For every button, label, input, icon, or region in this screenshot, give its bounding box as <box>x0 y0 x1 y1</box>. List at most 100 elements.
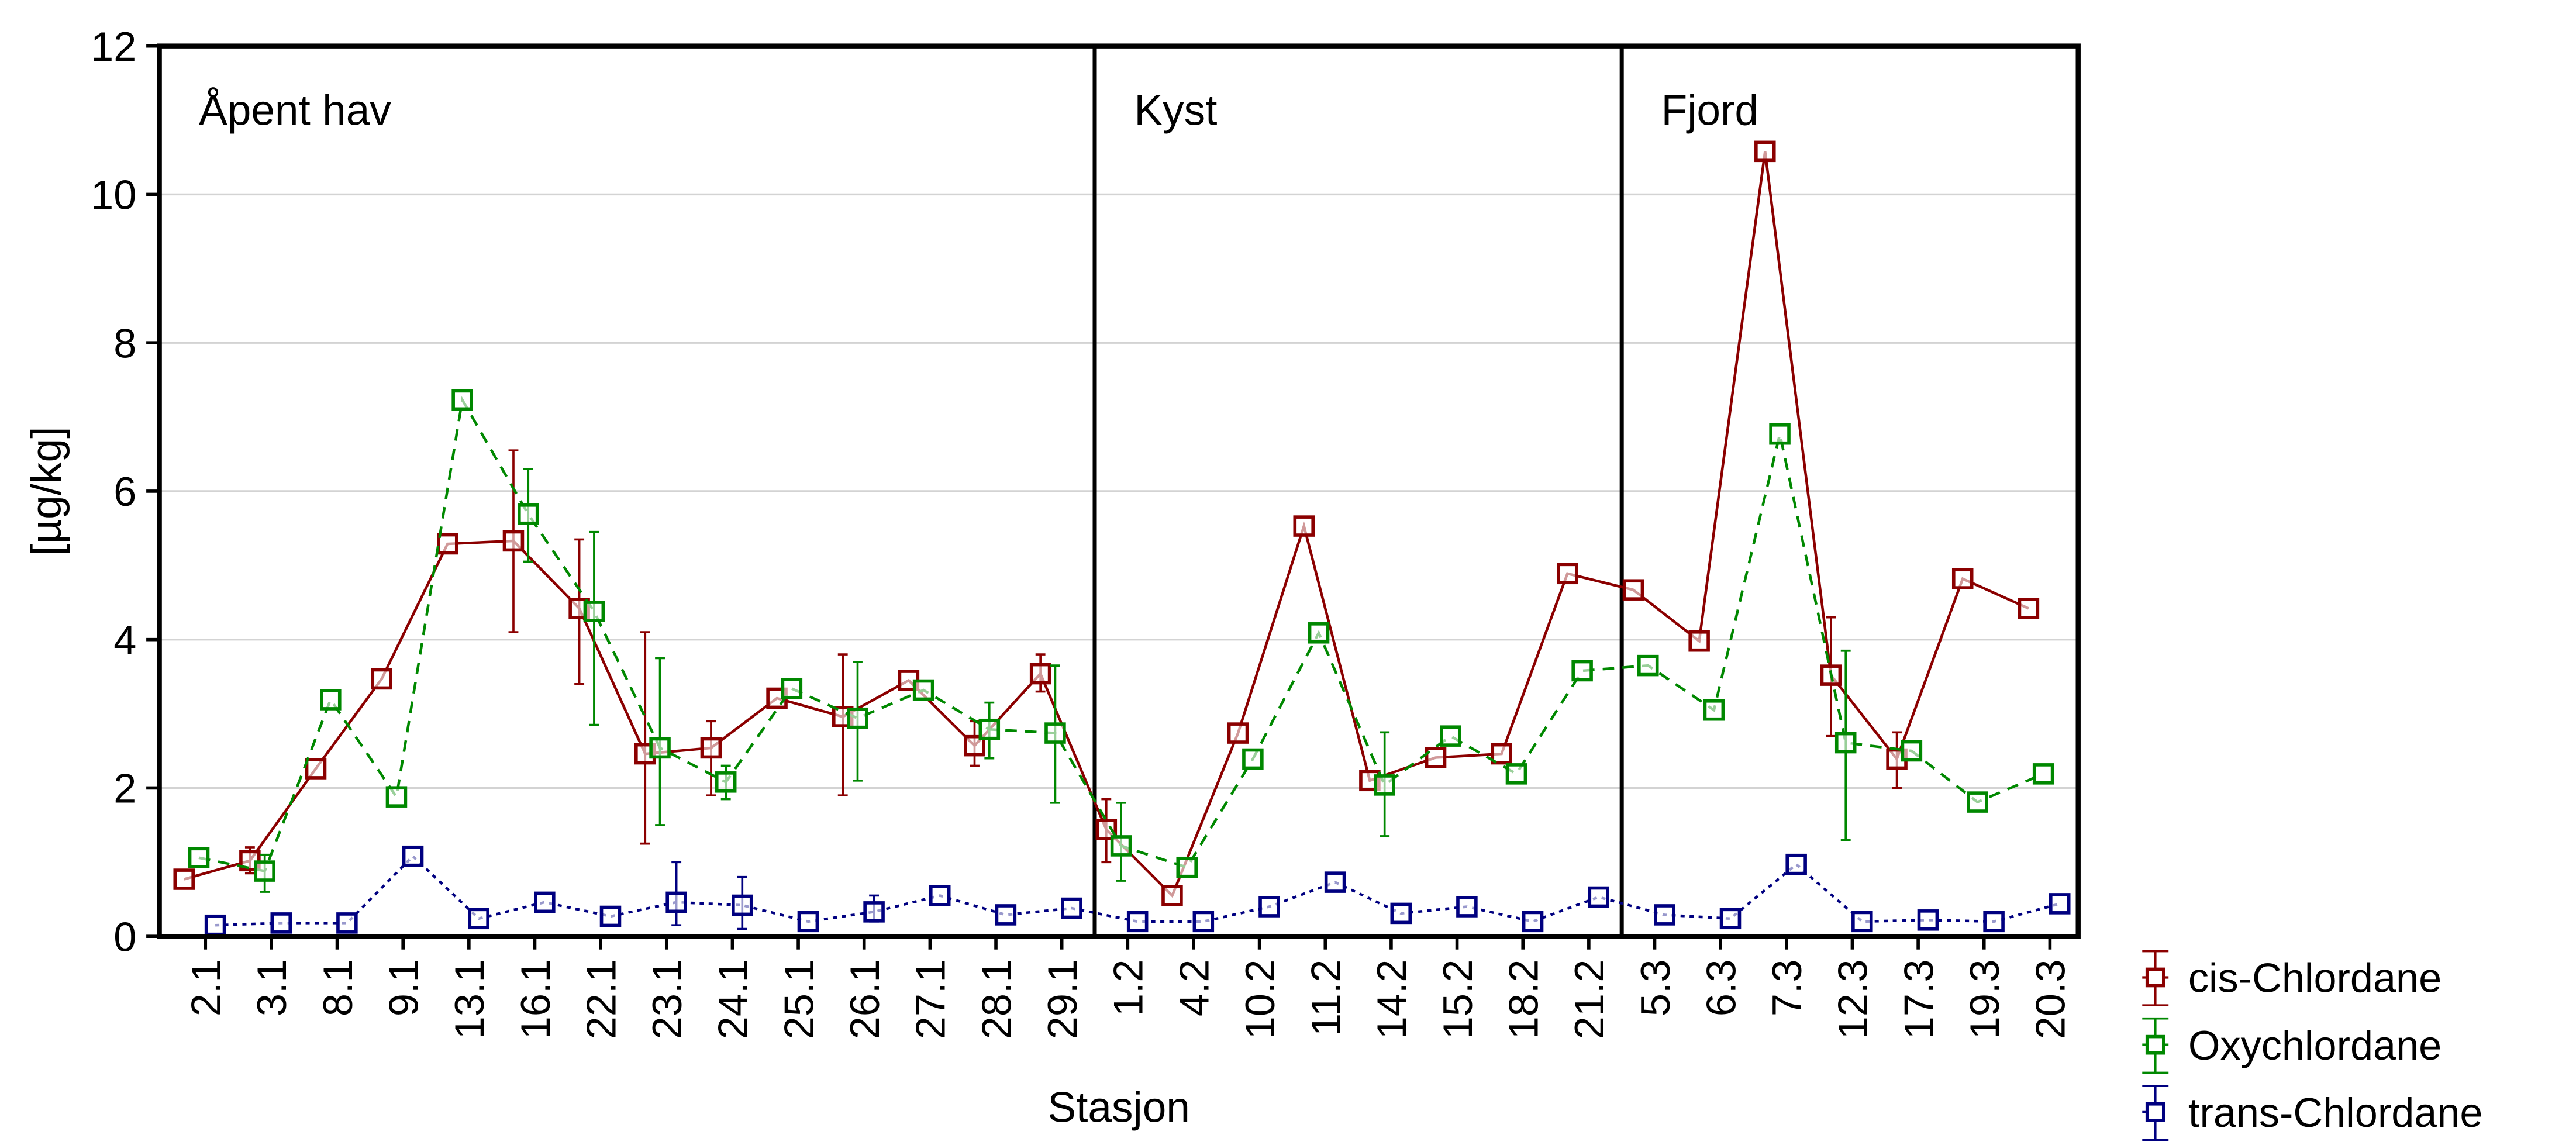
series-line <box>184 151 2029 898</box>
panel-label: Fjord <box>1661 87 1758 134</box>
series-line <box>198 396 2044 873</box>
data-point <box>1719 908 1742 930</box>
x-tick-label: 12.3 <box>1830 960 1876 1040</box>
data-point <box>700 737 722 759</box>
data-point <box>1176 856 1198 878</box>
gridlines <box>159 193 2078 789</box>
data-point <box>665 891 687 913</box>
x-axis-title: Stasjon <box>1047 1084 1190 1132</box>
data-point <box>1917 909 1939 931</box>
x-tick-label: 9.1 <box>380 960 426 1017</box>
data-point <box>1703 699 1725 721</box>
data-point <box>583 601 605 622</box>
data-point <box>336 912 358 934</box>
data-point <box>1390 902 1412 925</box>
series-trans-chlordane <box>204 845 2071 936</box>
data-point <box>797 911 819 933</box>
data-point <box>1557 563 1578 585</box>
data-point <box>1061 897 1082 919</box>
data-point <box>649 737 671 759</box>
data-point <box>204 914 226 936</box>
data-point <box>847 707 868 729</box>
data-point <box>1967 791 1988 813</box>
data-point <box>1110 835 1132 857</box>
x-tick-label: 7.3 <box>1764 960 1810 1017</box>
legend-item: trans-Chlordane <box>2142 1085 2482 1141</box>
data-point <box>732 894 753 916</box>
x-tick-label: 28.1 <box>973 960 1019 1040</box>
x-tick-label: 2.1 <box>183 960 229 1017</box>
data-point <box>1126 911 1149 933</box>
x-axis: 2.1 3.1 8.1 9.1 13.1 16.1 22.1 23.1 24.1 25.1 26.1… <box>183 936 2074 1039</box>
x-tick-label: 13.1 <box>446 960 492 1040</box>
x-tick-label: 17.3 <box>1895 960 1942 1040</box>
data-point <box>1029 663 1051 685</box>
x-tick-label: 29.1 <box>1039 960 1085 1040</box>
data-point <box>1044 722 1066 744</box>
data-point <box>320 689 342 711</box>
legend-item: Oxychlordane <box>2142 1017 2441 1074</box>
data-point <box>1688 630 1710 652</box>
data-point <box>1951 568 1974 589</box>
data-point <box>451 389 473 411</box>
series-layer <box>173 140 2071 936</box>
data-point <box>1374 774 1395 796</box>
data-point <box>599 905 622 927</box>
x-tick-label: 23.1 <box>644 960 690 1040</box>
series-cis-chlordane <box>173 140 2040 906</box>
y-tick-label: 6 <box>113 468 136 515</box>
legend-item: cis-Chlordane <box>2142 950 2441 1007</box>
x-tick-label: 25.1 <box>775 960 822 1040</box>
x-tick-label: 8.1 <box>315 960 361 1017</box>
x-tick-label: 5.3 <box>1632 960 1678 1017</box>
x-tick-label: 14.2 <box>1368 960 1415 1040</box>
data-point <box>1491 743 1512 765</box>
legend-label: cis-Chlordane <box>2188 955 2441 1001</box>
y-tick-label: 4 <box>113 617 136 663</box>
series-line <box>215 854 2060 927</box>
data-point <box>502 530 525 552</box>
data-point <box>929 885 951 906</box>
data-point <box>863 901 885 923</box>
x-tick-label: 26.1 <box>842 960 888 1040</box>
panel-label: Åpent hav <box>199 87 391 134</box>
y-axis-title: [µg/kg] <box>23 427 70 556</box>
x-tick-label: 22.1 <box>578 960 624 1040</box>
data-point <box>385 786 408 808</box>
data-point <box>1785 853 1807 875</box>
data-point <box>437 533 458 555</box>
data-point <box>1622 579 1644 601</box>
x-tick-label: 20.3 <box>2027 960 2074 1040</box>
data-point <box>1522 911 1544 933</box>
legend: cis-Chlordane Oxychlordane trans-Chlordane <box>2142 950 2482 1141</box>
data-point <box>1258 896 1280 918</box>
data-point <box>1227 722 1249 744</box>
data-point <box>2032 763 2054 785</box>
data-point <box>978 718 1001 740</box>
data-point <box>1654 904 1675 926</box>
y-tick-label: 12 <box>91 23 136 70</box>
data-point <box>371 668 392 690</box>
data-point <box>402 845 424 867</box>
data-point <box>1161 885 1183 906</box>
x-tick-label: 3.1 <box>249 960 295 1017</box>
data-point <box>254 860 275 882</box>
x-tick-label: 21.2 <box>1566 960 1612 1040</box>
data-point <box>1769 423 1791 445</box>
data-point <box>270 912 292 934</box>
data-point <box>912 679 934 701</box>
x-tick-label: 19.3 <box>1961 960 2008 1040</box>
data-point <box>468 908 489 930</box>
data-point <box>534 891 556 913</box>
legend-marker <box>2145 1102 2165 1122</box>
x-tick-label: 11.2 <box>1303 960 1349 1036</box>
data-point <box>1983 911 2005 933</box>
data-point <box>1440 725 1461 747</box>
x-tick-label: 27.1 <box>908 960 954 1040</box>
data-point <box>781 678 803 699</box>
y-axis: 0 2 4 6 8 10 12 <box>91 23 160 960</box>
data-point <box>1505 763 1527 785</box>
panel-separators: Åpent hav Kyst Fjord <box>199 46 1758 937</box>
x-tick-label: 6.3 <box>1698 960 1744 1017</box>
